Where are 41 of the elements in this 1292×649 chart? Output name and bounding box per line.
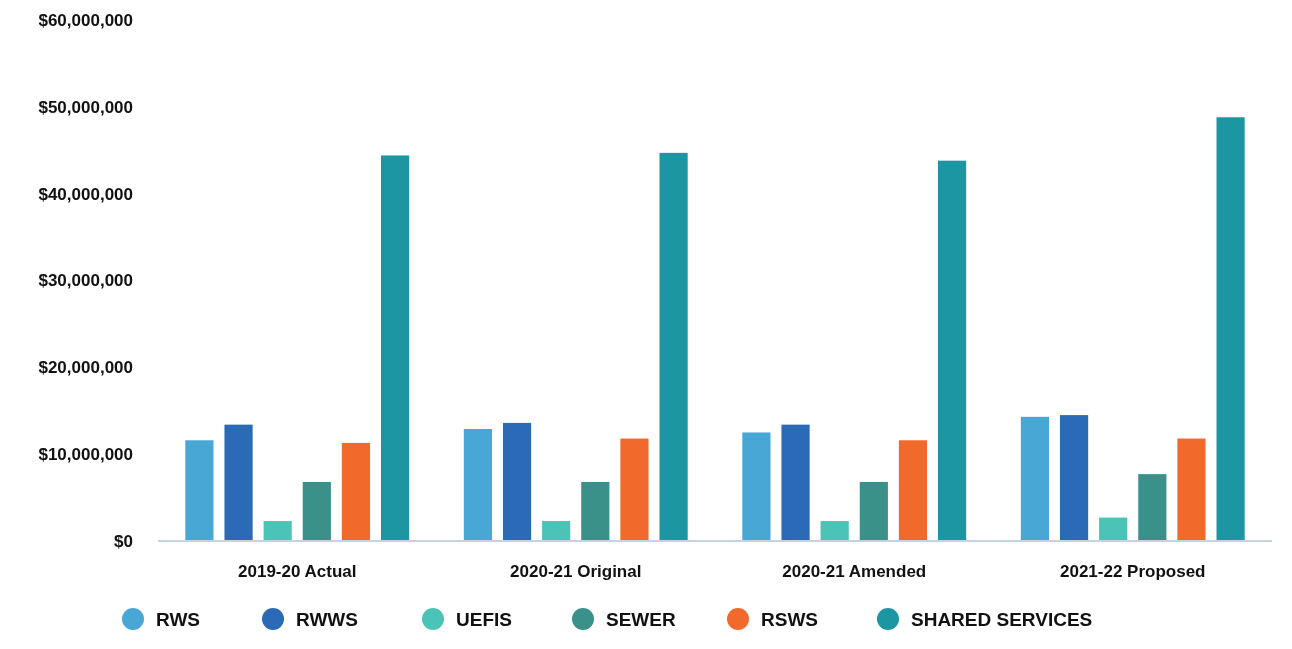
bar bbox=[1020, 416, 1049, 541]
y-tick-label: $30,000,000 bbox=[38, 271, 133, 291]
legend-label: SEWER bbox=[606, 608, 676, 630]
y-tick-label: $60,000,000 bbox=[38, 10, 133, 30]
bar bbox=[659, 152, 688, 541]
bar bbox=[542, 521, 571, 541]
bar bbox=[1138, 474, 1167, 541]
bar bbox=[938, 160, 967, 541]
bar bbox=[1099, 517, 1128, 541]
x-tick-label: 2019-20 Actual bbox=[238, 562, 357, 581]
bar bbox=[224, 424, 253, 541]
bar bbox=[620, 438, 649, 541]
legend-label: SHARED SERVICES bbox=[911, 608, 1093, 630]
y-tick-label: $40,000,000 bbox=[38, 184, 133, 204]
x-tick-label: 2020-21 Original bbox=[510, 562, 642, 581]
bar bbox=[859, 481, 888, 541]
bar bbox=[1216, 117, 1245, 541]
bar bbox=[820, 521, 849, 541]
legend-label: UEFIS bbox=[456, 608, 512, 630]
bar bbox=[1177, 438, 1206, 541]
bar bbox=[898, 440, 928, 541]
bar bbox=[781, 424, 810, 541]
bar bbox=[381, 155, 410, 541]
x-tick-label: 2020-21 Amended bbox=[782, 562, 927, 581]
x-tick-label: 2021-22 Proposed bbox=[1059, 562, 1206, 581]
y-tick-label: $0 bbox=[114, 531, 133, 551]
bar bbox=[185, 440, 214, 541]
legend-label: RWWS bbox=[296, 608, 358, 630]
bar bbox=[502, 422, 532, 541]
y-tick-label: $20,000,000 bbox=[38, 358, 133, 378]
bar bbox=[263, 521, 292, 541]
bar bbox=[742, 432, 771, 541]
bar bbox=[581, 481, 610, 541]
bar bbox=[341, 442, 371, 541]
y-tick-label: $10,000,000 bbox=[38, 445, 133, 465]
bar bbox=[463, 428, 492, 541]
bar bbox=[1059, 415, 1089, 541]
legend-label: RSWS bbox=[761, 608, 818, 630]
bar bbox=[302, 481, 331, 541]
y-tick-label: $50,000,000 bbox=[38, 97, 133, 117]
legend-label: RWS bbox=[156, 608, 200, 630]
